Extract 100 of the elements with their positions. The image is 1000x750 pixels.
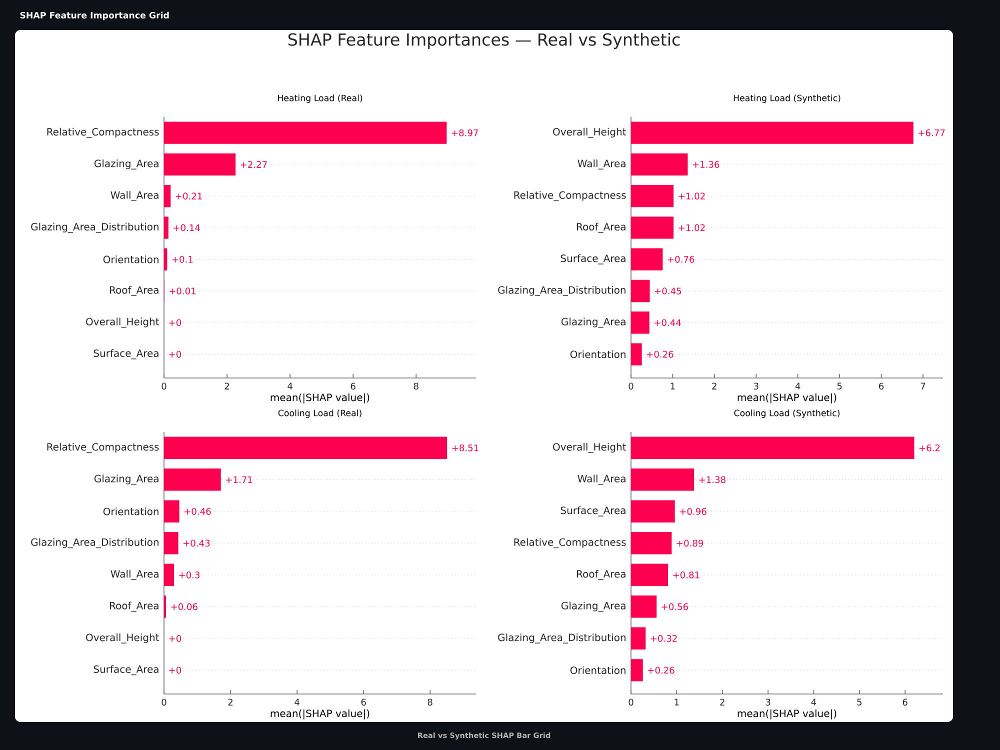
x-axis-title: mean(|SHAP value|): [270, 393, 370, 404]
data-label: +1.38: [699, 476, 726, 484]
y-tick-label: Roof_Area: [577, 570, 626, 580]
data-label: +0.44: [654, 319, 681, 326]
x-tick-label: 2: [712, 382, 716, 390]
chart-title: Heating Load (Real): [278, 94, 362, 103]
bar: [164, 532, 178, 554]
y-tick-label: Orientation: [570, 350, 626, 358]
bar: [631, 659, 643, 682]
data-label: +0.43: [184, 540, 210, 547]
bar: [164, 185, 171, 208]
y-tick-label: Overall_Height: [553, 442, 626, 453]
data-label: +0.21: [176, 192, 202, 200]
chart-title: Cooling Load (Real): [278, 410, 362, 418]
data-label: +1.02: [678, 224, 705, 232]
x-tick-label: 3: [766, 698, 770, 706]
x-tick-label: 0: [162, 698, 166, 706]
bar: [631, 280, 650, 302]
y-tick-label: Wall_Area: [110, 570, 158, 580]
x-tick-label: 7: [920, 382, 926, 390]
x-tick-label: 2: [224, 382, 230, 390]
data-label: +0: [169, 634, 182, 642]
x-tick-label: 8: [414, 382, 418, 390]
y-tick-label: Surface_Area: [94, 665, 158, 676]
bar: [164, 122, 447, 144]
bar: [631, 532, 672, 554]
data-label: +8.51: [452, 444, 478, 452]
y-tick-label: Glazing_Area_Distribution: [498, 633, 626, 644]
data-label: +0.26: [647, 350, 674, 358]
data-label: +0.76: [668, 256, 694, 263]
bar: [631, 312, 650, 334]
bar: [631, 564, 668, 586]
x-tick-label: 6: [350, 382, 356, 390]
y-tick-label: Relative_Compactness: [514, 538, 626, 548]
y-tick-label: Relative_Compactness: [47, 128, 159, 138]
bar: [164, 216, 168, 239]
bar: [631, 436, 914, 459]
data-label: +0.06: [171, 603, 198, 610]
x-tick-label: 5: [837, 382, 842, 390]
y-tick-label: Relative_Compactness: [514, 191, 626, 202]
y-tick-label: Overall_Height: [86, 318, 160, 328]
data-label: +0.45: [655, 288, 682, 294]
x-tick-label: 0: [628, 698, 634, 706]
data-label: +6.2: [919, 444, 940, 452]
x-tick-label: 4: [294, 698, 300, 706]
x-tick-label: 2: [228, 698, 233, 706]
x-tick-label: 1: [674, 698, 679, 706]
data-label: +1.71: [226, 476, 252, 483]
data-label: +0: [169, 319, 182, 326]
y-tick-label: Roof_Area: [110, 602, 158, 612]
y-tick-label: Glazing_Area: [561, 318, 626, 328]
data-label: +0.46: [184, 508, 211, 515]
data-label: +8.97: [452, 129, 478, 136]
data-label: +6.77: [918, 129, 945, 136]
bar: [631, 153, 688, 176]
bar: [164, 500, 180, 523]
x-axis-title: mean(|SHAP value|): [738, 393, 836, 404]
bar: [631, 343, 642, 366]
x-tick-label: 3: [754, 382, 758, 390]
x-axis-title: mean(|SHAP value|): [270, 709, 370, 720]
chart-title: Cooling Load (Synthetic): [734, 410, 840, 418]
y-tick-label: Orientation: [570, 666, 626, 674]
data-label: +0.56: [662, 603, 688, 610]
data-label: +2.27: [240, 161, 267, 168]
data-label: +1.36: [692, 161, 720, 168]
data-label: +0.96: [680, 508, 706, 515]
bar: [631, 468, 694, 491]
x-tick-label: 2: [720, 698, 724, 706]
y-tick-label: Surface_Area: [560, 506, 626, 516]
text: SHAP Feature Importance Grid: [20, 12, 169, 20]
x-tick-label: 5: [857, 698, 862, 706]
bar: [631, 122, 914, 144]
y-tick-label: Glazing_Area: [94, 159, 158, 170]
y-tick-label: Roof_Area: [110, 286, 158, 296]
data-label: +0: [169, 350, 182, 358]
data-label: +0.26: [648, 666, 674, 674]
x-tick-label: 0: [162, 382, 166, 390]
bar: [164, 468, 221, 491]
x-tick-label: 6: [879, 382, 884, 390]
x-tick-label: 0: [628, 382, 634, 390]
x-tick-label: 4: [795, 382, 800, 390]
data-label: +0.14: [174, 224, 200, 232]
y-tick-label: Glazing_Area_Distribution: [31, 538, 158, 548]
bar: [631, 500, 675, 523]
bar: [164, 248, 168, 270]
y-tick-label: Overall_Height: [86, 633, 160, 644]
y-tick-label: Surface_Area: [94, 349, 158, 360]
data-label: +0.1: [172, 256, 193, 263]
y-tick-label: Glazing_Area: [561, 602, 626, 612]
bar: [631, 627, 646, 650]
data-label: +0: [169, 666, 182, 674]
y-tick-label: Roof_Area: [577, 222, 626, 233]
data-label: +0.32: [650, 634, 677, 642]
bar: [164, 436, 448, 459]
data-label: +0.89: [676, 540, 704, 547]
bar: [164, 153, 236, 176]
bar: [164, 564, 174, 586]
data-label: +1.02: [678, 192, 705, 200]
y-tick-label: Wall_Area: [110, 191, 158, 202]
x-tick-label: 4: [288, 382, 292, 390]
